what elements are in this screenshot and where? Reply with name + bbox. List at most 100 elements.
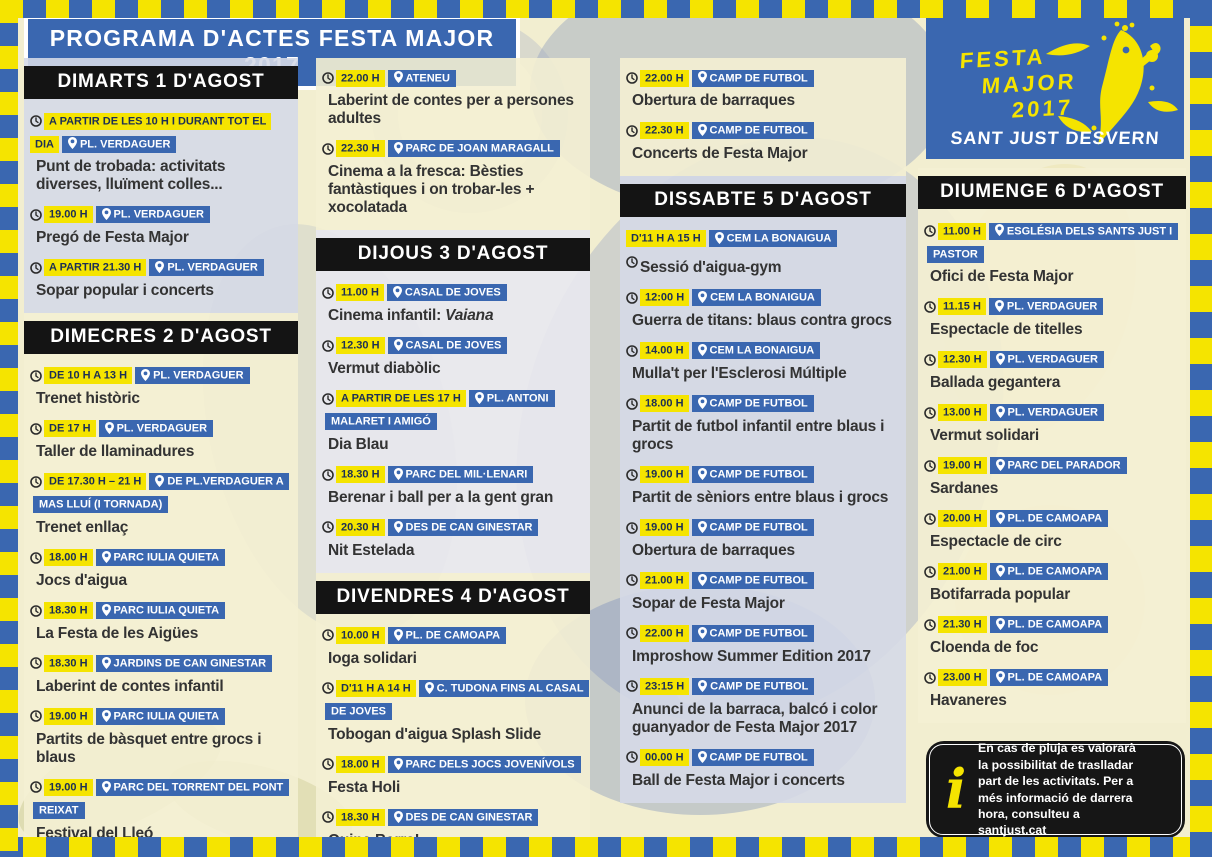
event-location-badge: PL. VERDAGUER (95, 204, 210, 226)
map-pin-icon (101, 706, 111, 728)
map-pin-icon (101, 653, 111, 675)
event-time-badge: 12:00 H (640, 289, 690, 307)
day-section: DIMARTS 1 D'AGOST A PARTIR DE LES 10 H I… (24, 58, 298, 313)
event-location-badge: CAMP DE FUTBOL (691, 67, 814, 89)
event-title: Anunci de la barraca, balcó i color guan… (632, 700, 878, 736)
map-pin-icon (995, 667, 1005, 689)
clock-icon (322, 138, 334, 160)
day-header: DIMECRES 2 D'AGOST (24, 320, 298, 354)
event-time-badge: 19.00 H (938, 457, 987, 475)
map-pin-icon (101, 600, 111, 622)
logo-text: FESTA MAJOR 2017 SANT JUST DESVERN (926, 16, 1184, 159)
event-title: Vermut solidari (930, 426, 1039, 444)
day-header: DIVENDRES 4 D'AGOST (316, 580, 590, 614)
event-title: Taller de llaminadures (36, 442, 195, 460)
event-badges: A PARTIR 21.30 H PL. VERDAGUER (30, 256, 292, 279)
clock-icon (924, 402, 936, 424)
event-time-badge: DE 10 H A 13 H (44, 367, 133, 385)
event-title: Ballada gegantera (930, 373, 1061, 391)
event-time-badge: 21.00 H (938, 563, 987, 581)
event-time-badge: 00.00 H (640, 749, 689, 767)
event-location-badge: ATENEU (387, 69, 456, 87)
event-badges: 22.00 H CAMP DE FUTBOL (626, 66, 900, 89)
event-time-badge: A PARTIR DE LES 17 H (336, 390, 466, 408)
event-time-badge: 11.15 H (938, 298, 986, 316)
event-badges: 12.30 H CASAL DE JOVES (322, 334, 584, 357)
event-title: Partit de sèniors entre blaus i grocs (632, 488, 889, 506)
map-pin-icon (101, 777, 111, 799)
rain-info-text: En cas de pluja es valorarà la possibili… (978, 741, 1136, 838)
event-item: 18.30 H PARC IULIA QUIETA La Festa de les… (30, 599, 292, 643)
event-title: Partits de bàsquet entre grocs i blaus (36, 730, 262, 766)
clock-icon (924, 614, 936, 636)
program-column-2: 22.00 H ATENEU Laberint de contes per a p… (316, 58, 590, 857)
event-time-badge: 14.00 H (640, 342, 689, 360)
event-time-badge: 22.00 H (336, 69, 385, 87)
checkered-border-left (0, 0, 18, 857)
event-location-badge: CAMP DE FUTBOL (691, 572, 814, 590)
event-title: Improshow Summer Edition 2017 (632, 647, 871, 665)
event-title: Sessió d'aigua-gym (626, 253, 900, 277)
event-item: 21.00 H PL. DE CAMOAPA Botifarrada popula… (924, 560, 1180, 604)
map-pin-icon (697, 747, 707, 769)
event-item: 20.30 H DES DE CAN GINESTAR Nit Estelada (322, 516, 584, 560)
event-title: Partit de futbol infantil entre blaus i … (632, 417, 885, 453)
event-item: 19.00 H CAMP DE FUTBOL Partit de sèniors … (626, 463, 900, 507)
clock-icon (626, 623, 638, 645)
map-pin-icon (995, 508, 1005, 530)
map-pin-icon (697, 67, 707, 89)
event-badges: 20.00 H PL. DE CAMOAPA (924, 507, 1180, 530)
event-time-badge: 12.30 H (336, 337, 385, 355)
event-time-badge: 21.30 H (938, 616, 987, 634)
event-location-badge: DES DE CAN GINESTAR (387, 809, 539, 827)
event-item: 19.00 H PL. VERDAGUER Pregó de Festa Majo… (30, 203, 292, 247)
map-pin-icon (155, 257, 165, 279)
event-title: Berenar i ball per a la gent gran (328, 488, 554, 506)
event-time-badge: 20.00 H (938, 510, 987, 528)
event-badges: 18.30 H PARC IULIA QUIETA (30, 599, 292, 622)
event-title: Sardanes (930, 479, 999, 497)
event-location-badge: PARC IULIA QUIETA (95, 706, 226, 728)
event-location-badge: PL. VERDAGUER (988, 298, 1104, 316)
clock-icon (924, 296, 936, 318)
event-time-badge: 22.00 H (640, 69, 689, 87)
map-pin-icon (101, 204, 111, 226)
clock-icon (924, 349, 936, 371)
map-pin-icon (393, 335, 403, 357)
clock-icon (322, 678, 334, 700)
event-title: Ball de Festa Major i concerts (632, 771, 845, 789)
event-title: La Festa de les Aigües (36, 624, 199, 642)
event-location-badge: CEM LA BONAIGUA (708, 230, 838, 248)
day-section: 22.00 H ATENEU Laberint de contes per a p… (316, 58, 590, 230)
festa-major-logo: FESTA MAJOR 2017 SANT JUST DESVERN (926, 16, 1184, 159)
event-item: DE 17 H PL. VERDAGUER Taller de llaminadu… (30, 417, 292, 461)
clock-icon (30, 600, 42, 622)
event-badges: DE 17 H PL. VERDAGUER (30, 417, 292, 440)
event-time-badge: D'11 H A 15 H (626, 230, 706, 248)
clock-icon (322, 67, 334, 89)
event-title: Laberint de contes per a persones adulte… (328, 92, 574, 127)
event-location-badge: CAMP DE FUTBOL (691, 519, 814, 537)
map-pin-icon (393, 464, 403, 486)
event-time-badge: 18.30 H (336, 466, 385, 484)
map-pin-icon (393, 517, 403, 539)
clock-icon (30, 706, 42, 728)
event-item: 18.00 H PARC DELS JOCS JOVENÍVOLS Festa H… (322, 753, 584, 797)
clock-icon (626, 464, 638, 486)
event-time-badge: DE 17 H (44, 420, 96, 438)
event-time-badge: 22.30 H (336, 140, 385, 158)
clock-icon (924, 220, 936, 242)
day-section: DIJOUS 3 D'AGOST 11.00 H CASAL DE JOVES C… (316, 229, 590, 573)
event-item: 12:00 H CEM LA BONAIGUA Guerra de titans:… (626, 286, 900, 330)
event-item: 12.30 H PL. VERDAGUER Ballada gegantera (924, 348, 1180, 392)
event-badges: A PARTIR DE LES 17 H PL. ANTONI MALARET I… (322, 387, 584, 433)
event-item: 22.00 H ATENEU Laberint de contes per a p… (322, 66, 584, 128)
map-pin-icon (155, 471, 165, 493)
event-badges: DE 17.30 H – 21 H DE PL.VERDAGUER A MAS L… (30, 470, 292, 516)
event-time-badge: 18.00 H (336, 756, 385, 774)
logo-line-festa: FESTA (959, 43, 1047, 74)
day-header: DIMARTS 1 D'AGOST (24, 66, 298, 99)
map-pin-icon (393, 138, 403, 160)
event-location-badge: DES DE CAN GINESTAR (387, 517, 539, 539)
event-badges: 18.30 H JARDINS DE CAN GINESTAR (30, 652, 292, 675)
